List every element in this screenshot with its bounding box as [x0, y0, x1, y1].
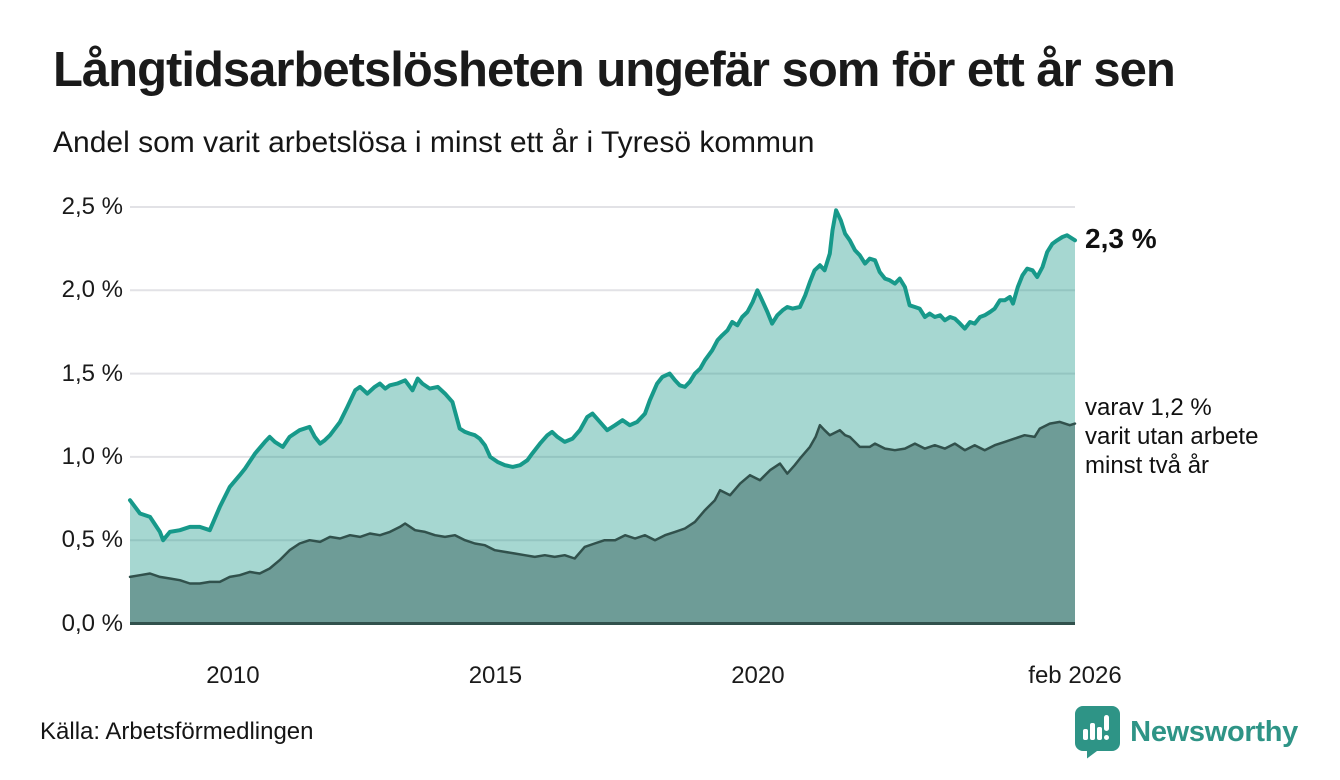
line-minst-ett-ar [128, 208, 1077, 543]
newsworthy-brand: Newsworthy [1074, 705, 1298, 759]
latest-value-label: 2,3 % [1085, 223, 1157, 255]
x-tick-label: 2015 [468, 662, 523, 689]
y-tick-label: 1,0 % [61, 442, 123, 470]
y-tick-label: 2,5 % [61, 193, 123, 220]
secondary-series-label: varav 1,2 % varit utan arbete minst två … [1085, 393, 1258, 480]
newsworthy-logo-icon [1075, 706, 1121, 759]
line-minst-tva-ar [128, 420, 1077, 585]
secondary-series-label-line3: minst två år [1085, 451, 1210, 479]
x-tick-label: 2010 [206, 662, 260, 689]
y-tick-label: 2,0 % [61, 276, 123, 304]
x-tick-label: 2020 [731, 662, 785, 689]
y-tick-label: 0,5 % [61, 526, 123, 554]
source-attribution: Källa: Arbetsförmedlingen [40, 718, 314, 745]
secondary-series-label-line1: varav 1,2 % [1085, 393, 1212, 421]
y-tick-label: 0,0 % [61, 609, 123, 637]
y-tick-label: 1,5 % [61, 359, 123, 387]
x-tick-label: feb 2026 [1028, 662, 1122, 689]
page-subtitle: Andel som varit arbetslösa i minst ett å… [53, 126, 815, 159]
newsworthy-brand-name: Newsworthy [1130, 715, 1298, 748]
page-title: Långtidsarbetslösheten ungefär som för e… [53, 43, 1176, 97]
area-minst-tva-ar [130, 421, 1075, 624]
secondary-series-label-line2: varit utan arbete [1085, 422, 1259, 450]
